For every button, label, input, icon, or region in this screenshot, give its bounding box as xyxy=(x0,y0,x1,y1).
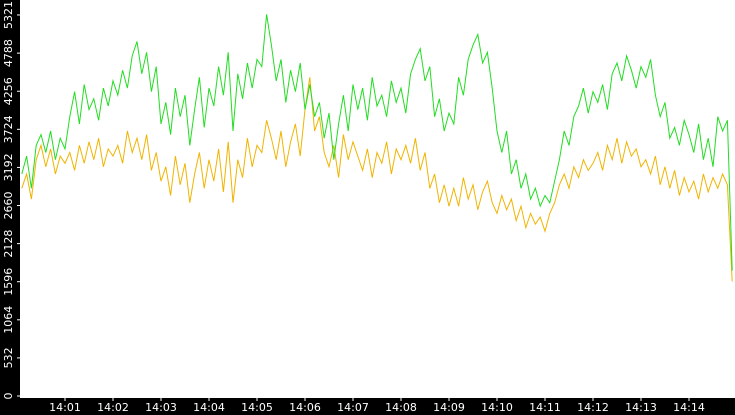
y-tick-label: 3192 xyxy=(2,153,15,181)
y-tick-label: 5321 xyxy=(2,1,15,29)
y-axis-strip xyxy=(0,0,20,415)
y-tick-label: 3724 xyxy=(2,115,15,143)
x-tick-label: 14:14 xyxy=(673,401,705,414)
x-tick-label: 14:03 xyxy=(145,401,177,414)
x-tick-label: 14:10 xyxy=(481,401,513,414)
x-tick-label: 14:01 xyxy=(49,401,81,414)
x-axis-strip xyxy=(0,398,735,415)
x-tick-label: 14:09 xyxy=(433,401,465,414)
x-tick-label: 14:02 xyxy=(97,401,129,414)
series-line xyxy=(21,14,733,271)
series-line xyxy=(21,77,733,282)
y-tick-label: 532 xyxy=(2,347,15,368)
y-tick-label: 0 xyxy=(2,393,15,400)
x-tick-label: 14:06 xyxy=(289,401,321,414)
y-tick-label: 2128 xyxy=(2,230,15,258)
x-tick-label: 14:12 xyxy=(577,401,609,414)
x-tick-label: 14:05 xyxy=(241,401,273,414)
x-tick-label: 14:11 xyxy=(529,401,561,414)
y-tick-label: 4788 xyxy=(2,39,15,67)
x-tick-label: 14:08 xyxy=(385,401,417,414)
x-tick-label: 14:13 xyxy=(625,401,657,414)
y-tick-label: 4256 xyxy=(2,77,15,105)
y-tick-label: 1064 xyxy=(2,306,15,334)
x-tick-label: 14:07 xyxy=(337,401,369,414)
y-tick-label: 1596 xyxy=(2,268,15,296)
y-tick-label: 2660 xyxy=(2,192,15,220)
x-tick-label: 14:04 xyxy=(193,401,225,414)
